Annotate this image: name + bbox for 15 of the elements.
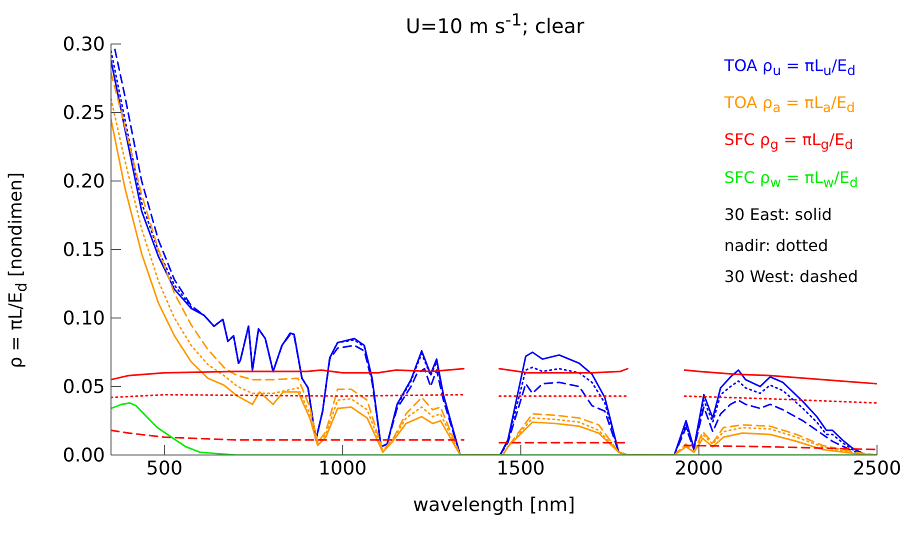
- y-tick-label: 0.10: [62, 308, 105, 330]
- y-tick-label: 0.00: [62, 444, 105, 467]
- y-tick-label: 0.25: [62, 102, 105, 124]
- x-tick-label: 2000: [674, 457, 724, 480]
- y-tick-label: 0.30: [62, 34, 105, 56]
- x-tick-label: 500: [146, 457, 183, 480]
- y-tick-label: 0.15: [62, 239, 105, 262]
- chart-title: U=10 m s$^{-1}$; clear: [406, 10, 584, 38]
- x-tick-label: 2500: [852, 457, 902, 480]
- x-axis-title: wavelength [nm]: [412, 494, 576, 516]
- y-tick-label: 0.20: [62, 170, 105, 193]
- x-tick-label: 1500: [496, 457, 545, 480]
- x-tick-label: 1000: [318, 457, 367, 480]
- y-tick-label: 0.05: [62, 376, 105, 398]
- legend: TOA ρ$_{u}$ = πL$_{u}$/E$_{d}$ TOA ρ$_{a}$ = πL$_{a}$/E$_{d}$ SFC ρ$_{g}$ = πL$_{g}$/E$_{d}$ SFC ρ$_{w}$ = πL$_{w}$/E$_{d}$ 30 East: solid nadir: dotted 30 West: dashed: [724, 50, 858, 292]
